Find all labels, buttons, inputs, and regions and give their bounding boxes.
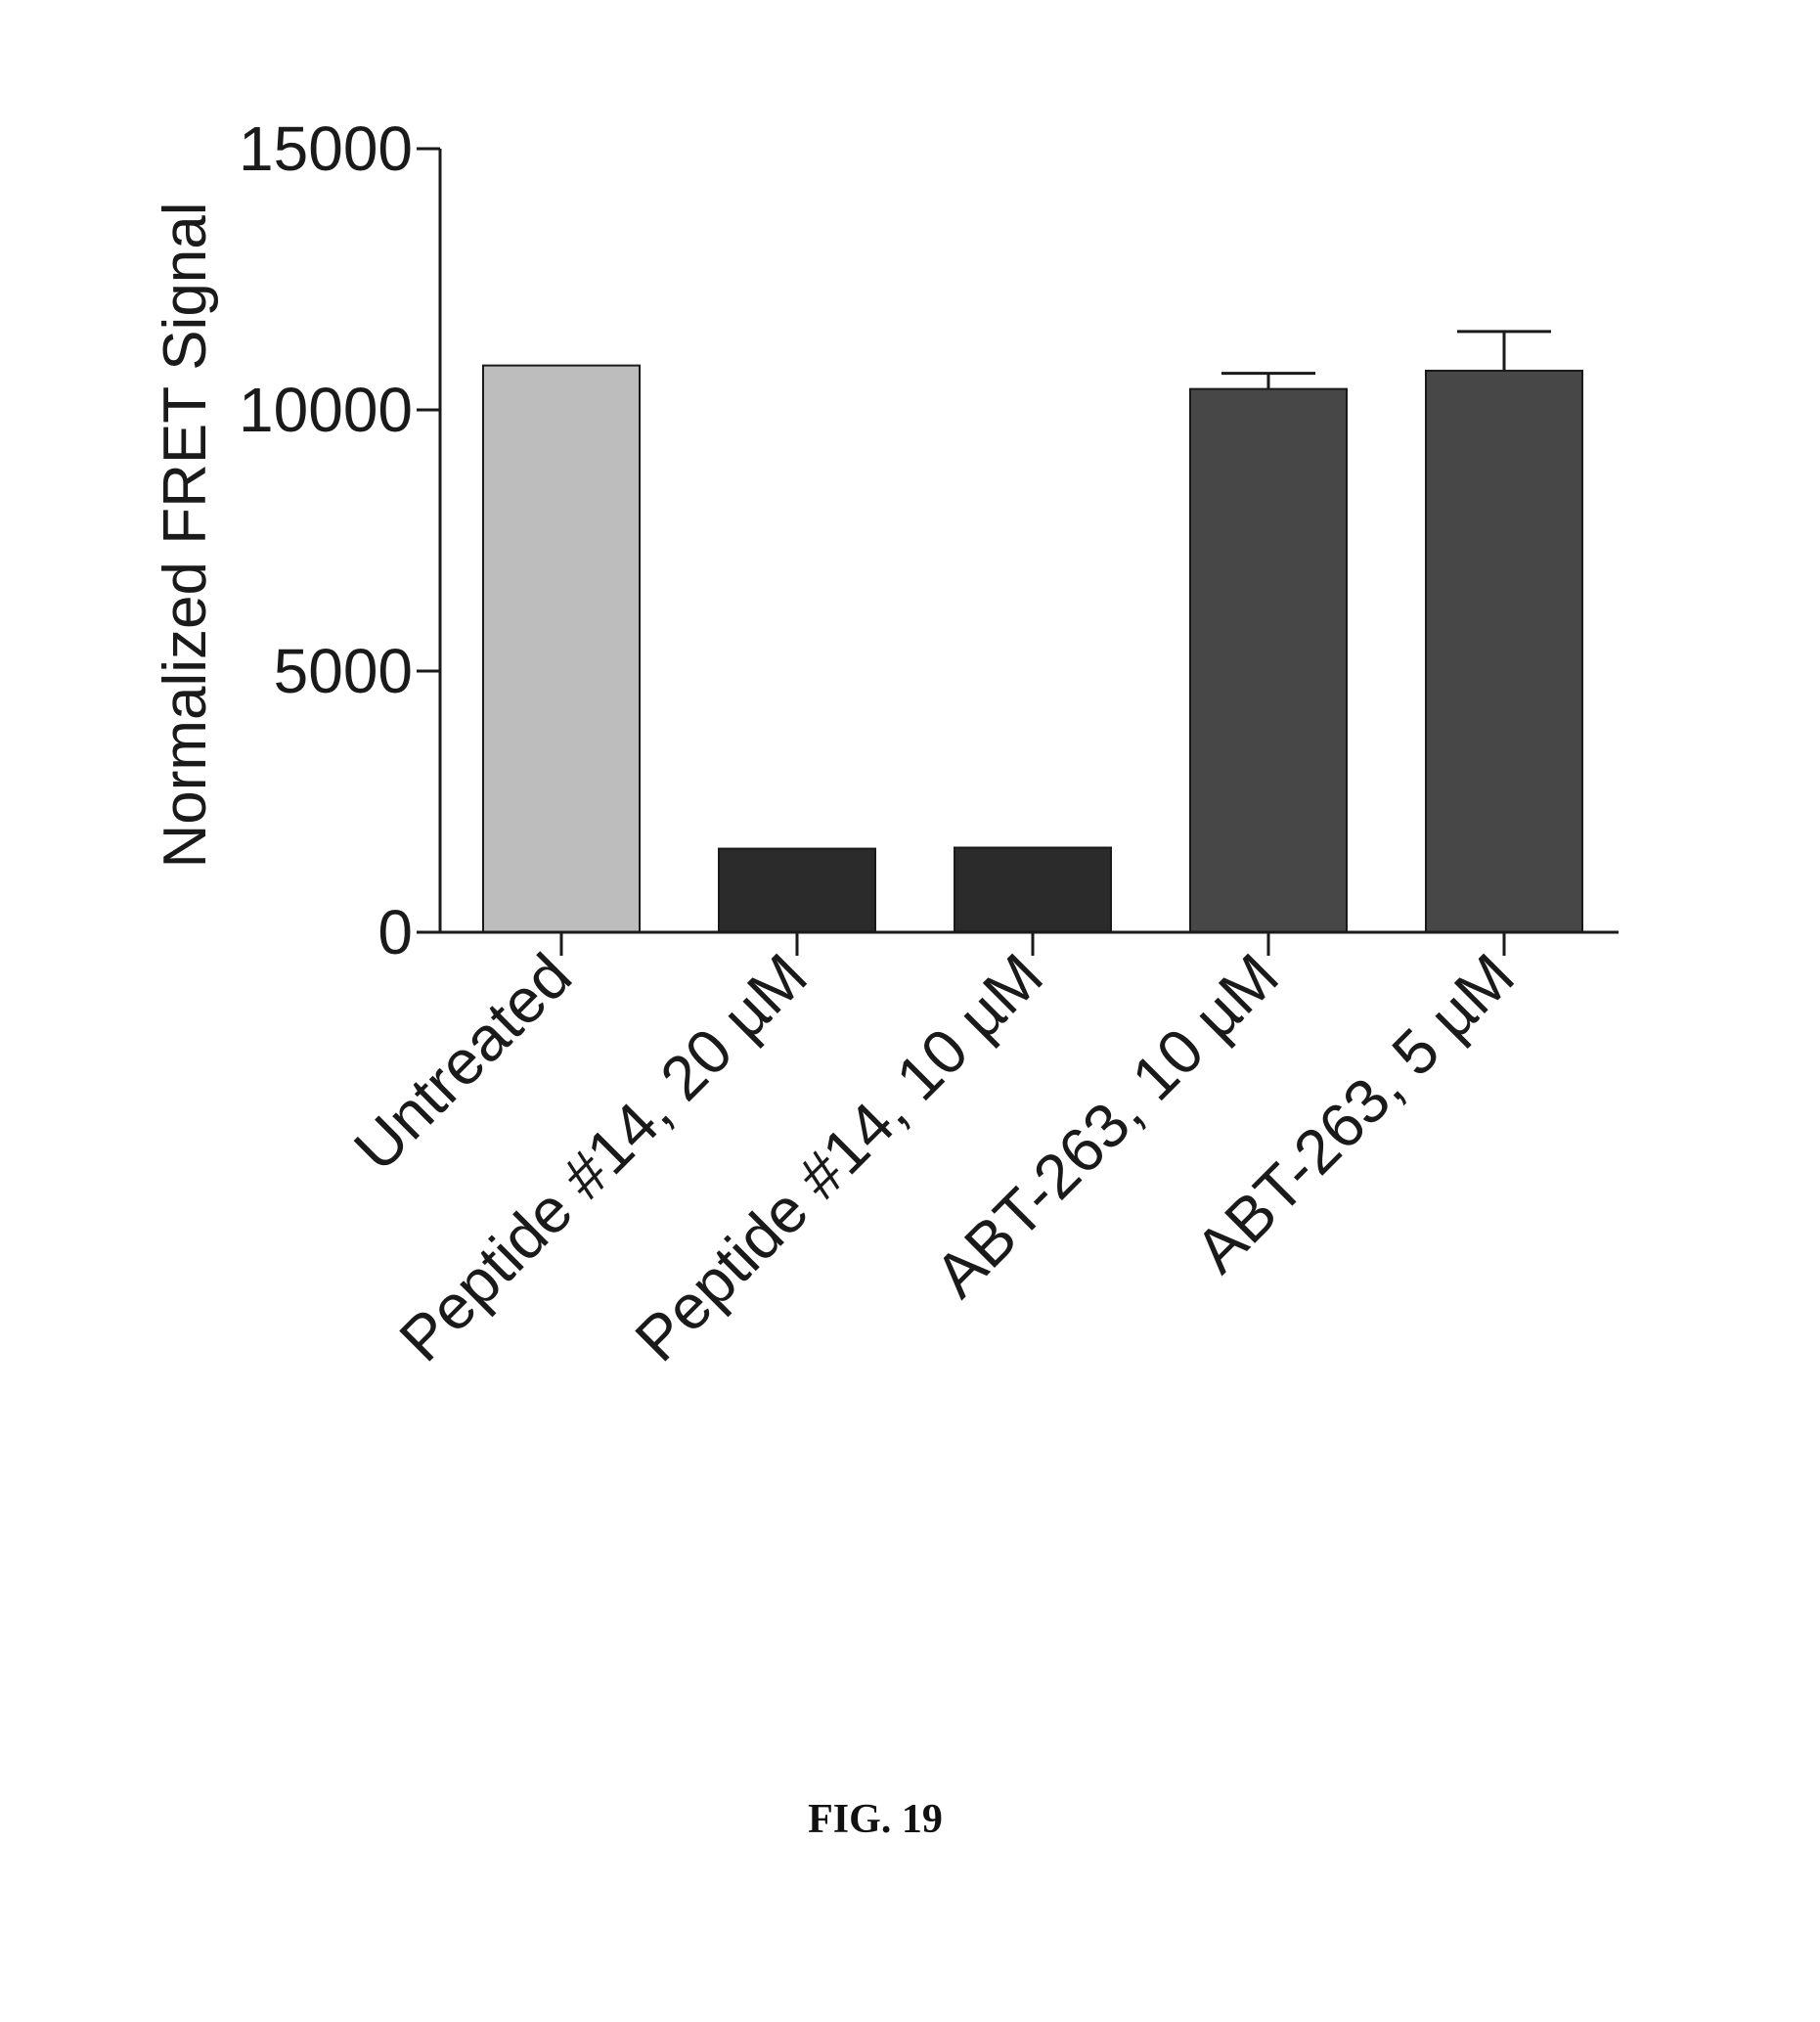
- bar-4: [1190, 389, 1347, 932]
- x-tick-label-1: Untreated: [340, 940, 585, 1185]
- bar-3: [954, 847, 1111, 932]
- y-tick-label-4: 15000: [239, 113, 413, 184]
- x-tick-label-3: Peptide #14, 10 µM: [622, 940, 1056, 1374]
- y-tick-label-1: 0: [377, 897, 413, 967]
- y-axis-label: Normalized FRET Signal: [152, 202, 219, 868]
- y-tick-label-3: 10000: [239, 375, 413, 445]
- bar-5: [1426, 371, 1582, 932]
- bar-2: [719, 849, 875, 932]
- bar-1: [483, 366, 640, 932]
- y-tick-label-2: 5000: [274, 636, 413, 706]
- x-tick-label-2: Peptide #14, 20 µM: [386, 940, 821, 1374]
- figure-caption: FIG. 19: [0, 1796, 1751, 1843]
